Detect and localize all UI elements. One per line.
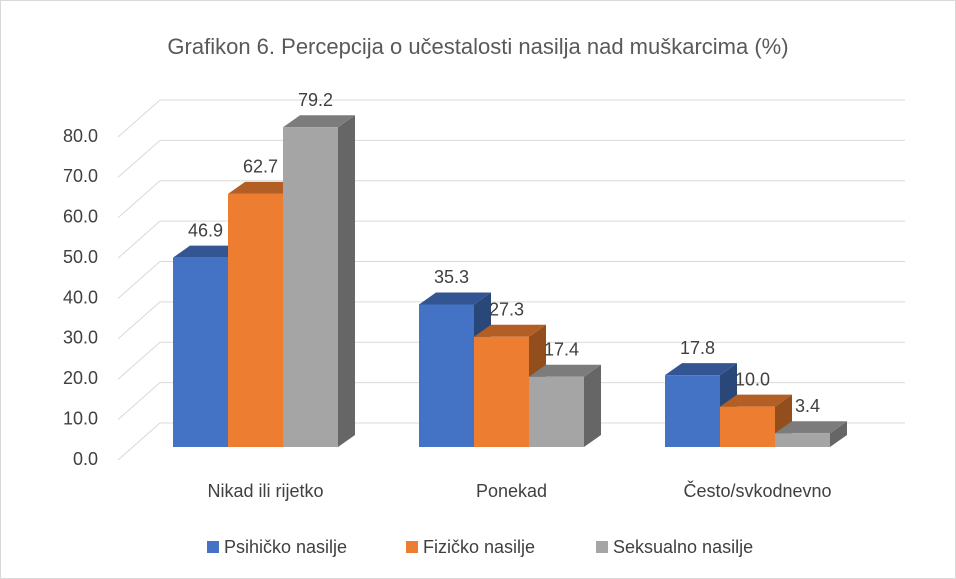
grid-line	[117, 422, 905, 461]
y-tick-label: 50.0	[63, 247, 98, 267]
bar-top	[720, 394, 792, 407]
bar-side	[830, 421, 847, 447]
bar-top	[228, 181, 300, 194]
value-label: 35.3	[434, 267, 469, 287]
y-tick-label: 10.0	[63, 408, 98, 428]
y-tick-label: 80.0	[63, 126, 98, 146]
legend-label: Fizičko nasilje	[423, 537, 535, 557]
bar-top	[419, 292, 491, 305]
x-tick-label: Nikad ili rijetko	[207, 481, 323, 501]
value-label: 17.4	[544, 339, 579, 359]
y-tick-label: 0.0	[73, 449, 98, 469]
legend-label: Seksualno nasilje	[613, 537, 753, 557]
legend-swatch	[596, 541, 608, 553]
chart-title: Grafikon 6. Percepcija o učestalosti nas…	[167, 34, 788, 59]
x-tick-label: Ponekad	[476, 481, 547, 501]
legend-swatch	[207, 541, 219, 553]
grid-line	[117, 261, 905, 299]
y-tick-label: 70.0	[63, 166, 98, 186]
value-label: 62.7	[243, 157, 278, 177]
legend-label: Psihičko nasilje	[224, 537, 347, 557]
bar	[474, 336, 529, 447]
grid-line	[117, 341, 905, 380]
bar-top	[173, 245, 245, 258]
bar-top	[283, 115, 355, 128]
value-label: 46.9	[188, 220, 223, 240]
bar	[419, 304, 474, 447]
y-tick-label: 30.0	[63, 328, 98, 348]
grid-line	[117, 382, 905, 421]
grid-line	[117, 180, 905, 219]
grid-line	[117, 139, 905, 178]
bar-side	[338, 115, 355, 447]
bar	[665, 375, 720, 447]
bar	[228, 193, 283, 447]
legend-swatch	[406, 541, 418, 553]
value-label: 3.4	[795, 396, 820, 416]
grid-line	[117, 301, 905, 340]
bar-top	[529, 364, 601, 377]
value-label: 27.3	[489, 300, 524, 320]
y-tick-label: 60.0	[63, 207, 98, 227]
y-tick-label: 20.0	[63, 368, 98, 388]
bar-top	[775, 421, 847, 434]
bar-top	[665, 363, 737, 376]
bar	[720, 406, 775, 447]
x-tick-label: Često/svkodnevno	[683, 480, 831, 501]
y-tick-label: 40.0	[63, 287, 98, 307]
bar-side	[584, 364, 601, 447]
bar-top	[474, 324, 546, 337]
bar	[173, 257, 228, 447]
value-label: 17.8	[680, 338, 715, 358]
grid-line	[117, 99, 905, 138]
bar	[283, 127, 338, 447]
value-label: 10.0	[735, 369, 770, 389]
value-label: 79.2	[298, 90, 333, 110]
grid-line	[117, 220, 905, 259]
bar	[775, 433, 830, 447]
bar	[529, 376, 584, 447]
